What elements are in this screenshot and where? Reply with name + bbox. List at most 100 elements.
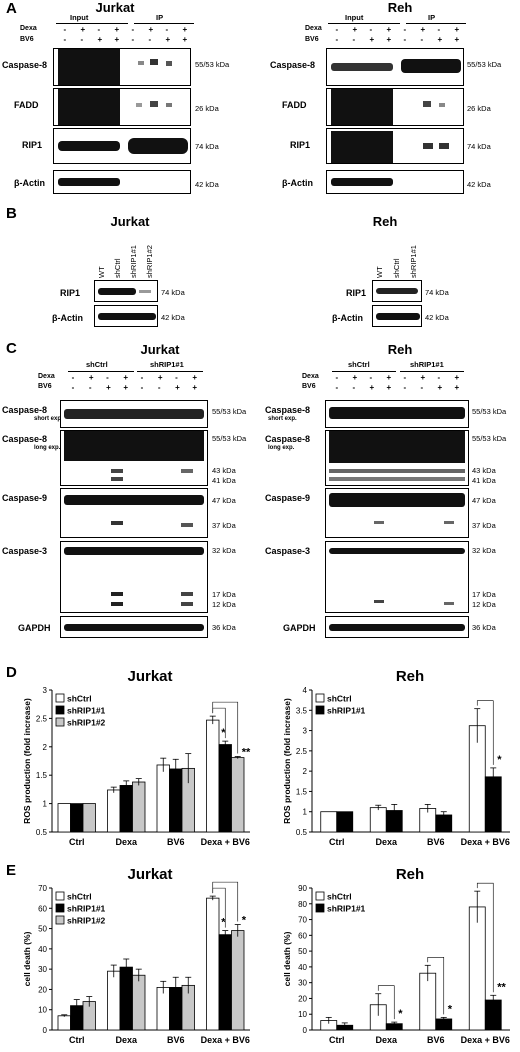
legend-label: shCtrl xyxy=(67,694,92,704)
legend-label: shRIP1#1 xyxy=(327,904,366,914)
lane-signs-c-right: - + - + - + - + - - + + - - + + xyxy=(330,373,466,393)
c-right-gapdh: GAPDH xyxy=(283,623,316,633)
chart-title: Reh xyxy=(396,668,424,685)
lane-sign: - xyxy=(80,35,84,44)
panel-a-title-reh: Reh xyxy=(387,0,413,15)
bar xyxy=(419,972,437,1031)
lane-sign: + xyxy=(454,25,460,34)
lane-sign: - xyxy=(71,383,75,392)
c-left-casp8-long: Caspase-8 xyxy=(2,434,48,444)
chart-title: Jurkat xyxy=(127,866,172,883)
mw-a-left-2: 74 kDa xyxy=(195,142,219,151)
mw-b-right-1: 42 kDa xyxy=(425,313,449,322)
chart-d-reh: Reh ROS production (fold increase) 0.5 1 1.5… xyxy=(282,668,510,847)
bar xyxy=(82,803,96,833)
bar xyxy=(336,811,354,833)
lane-label: shRIP1#1 xyxy=(408,245,418,278)
mw-c-left-8: 12 kDa xyxy=(212,600,236,609)
x-tick-label: Dexa + BV6 xyxy=(201,837,250,847)
chart-title: Jurkat xyxy=(127,668,172,685)
mw-c-right-5: 37 kDa xyxy=(472,521,496,530)
lane-sign: + xyxy=(454,373,460,382)
lane-sign: + xyxy=(106,383,111,392)
y-tick-label: 0 xyxy=(43,1026,48,1035)
lane-sign: + xyxy=(454,383,460,392)
c-left-long-exp: long exp. xyxy=(34,445,61,451)
mw-c-left-7: 17 kDa xyxy=(212,590,236,599)
group-input: Input xyxy=(70,13,89,22)
bar xyxy=(206,897,220,1031)
lane-sign: - xyxy=(165,25,169,34)
x-tick-label: BV6 xyxy=(167,837,185,847)
significance-star: * xyxy=(497,754,502,766)
significance-star: ** xyxy=(497,981,506,993)
c-left-casp8-short: Caspase-8 xyxy=(2,405,48,415)
lane-sign: - xyxy=(175,373,178,382)
blot-a-right-caspase8 xyxy=(326,48,464,86)
lane-sign: - xyxy=(88,383,92,392)
lane-sign: - xyxy=(71,373,75,382)
panel-letter-d: D xyxy=(6,664,17,681)
legend-swatch xyxy=(55,717,65,727)
blot-a-left-caspase8 xyxy=(53,48,191,86)
lane-sign: + xyxy=(386,373,392,382)
mw-c-right-2: 43 kDa xyxy=(472,466,496,475)
lane-sign: + xyxy=(80,25,86,34)
y-tick-label: 50 xyxy=(38,925,47,934)
lane-label: WT xyxy=(375,266,385,278)
lane-sign: + xyxy=(420,25,426,34)
blot-b-right-rip1 xyxy=(372,280,422,302)
lane-sign: - xyxy=(420,383,424,392)
lane-sign: + xyxy=(352,373,358,382)
x-tick-label: Ctrl xyxy=(69,837,85,847)
mw-c-left-4: 47 kDa xyxy=(212,496,236,505)
legend-label: shCtrl xyxy=(67,892,92,902)
row-bv6-reh: BV6 xyxy=(305,36,319,43)
mw-c-left-3: 41 kDa xyxy=(212,476,236,485)
lane-sign: - xyxy=(352,383,356,392)
y-tick-label: 1.5 xyxy=(296,787,308,796)
lane-sign: + xyxy=(192,383,198,392)
blot-label-caspase8-reh: Caspase-8 xyxy=(270,60,316,70)
lane-sign: + xyxy=(369,35,375,44)
blot-c-right-gapdh xyxy=(325,616,469,638)
lane-label: WT xyxy=(97,266,106,278)
blot-b-left-rip1 xyxy=(94,280,158,302)
blot-label-actin-b-reh: β-Actin xyxy=(332,313,363,323)
c-left-casp3: Caspase-3 xyxy=(2,546,48,556)
lane-signs-a-left: - + - + - + - + - - + + - - + + xyxy=(58,25,194,47)
y-tick-label: 90 xyxy=(298,884,307,893)
lane-sign: + xyxy=(437,383,443,392)
y-tick-label: 4 xyxy=(303,686,308,695)
panel-b-title-jurkat: Jurkat xyxy=(110,214,150,229)
mw-a-left-1: 26 kDa xyxy=(195,104,219,113)
x-tick-label: BV6 xyxy=(427,837,445,847)
row-dexa-c-reh: Dexa xyxy=(302,373,319,380)
lane-sign: - xyxy=(369,373,373,382)
y-tick-label: 30 xyxy=(298,979,307,988)
group-ip: IP xyxy=(156,13,164,22)
chart-e-jurkat: Jurkat cell death (%) 0 10 20 30 40 50 60 70 Ctrl D… xyxy=(22,866,250,1045)
blot-label-fadd-reh: FADD xyxy=(282,100,307,110)
legend-swatch xyxy=(55,915,65,925)
lane-labels-b-right: WT shCtrl shRIP1#1 xyxy=(372,232,422,280)
mw-c-right-8: 12 kDa xyxy=(472,600,496,609)
bar xyxy=(57,803,71,833)
y-tick-label: 20 xyxy=(38,985,47,994)
bar xyxy=(156,764,170,833)
panel-letter-b: B xyxy=(6,205,17,222)
lane-sign: + xyxy=(88,373,94,382)
significance-star: * xyxy=(221,727,226,739)
legend-swatch xyxy=(55,705,65,715)
mw-c-right-6: 32 kDa xyxy=(472,546,496,555)
panel-letter-c: C xyxy=(6,340,17,357)
legend-swatch xyxy=(315,693,325,703)
mw-c-left-9: 36 kDa xyxy=(212,623,236,632)
significance-star: * xyxy=(398,1008,403,1020)
y-tick-label: 2.5 xyxy=(36,714,48,723)
lane-sign: + xyxy=(386,35,392,44)
lane-sign: - xyxy=(420,35,424,44)
mw-a-right-2: 74 kDa xyxy=(467,142,491,151)
significance-bracket xyxy=(427,957,445,1015)
legend-label: shCtrl xyxy=(327,892,352,902)
